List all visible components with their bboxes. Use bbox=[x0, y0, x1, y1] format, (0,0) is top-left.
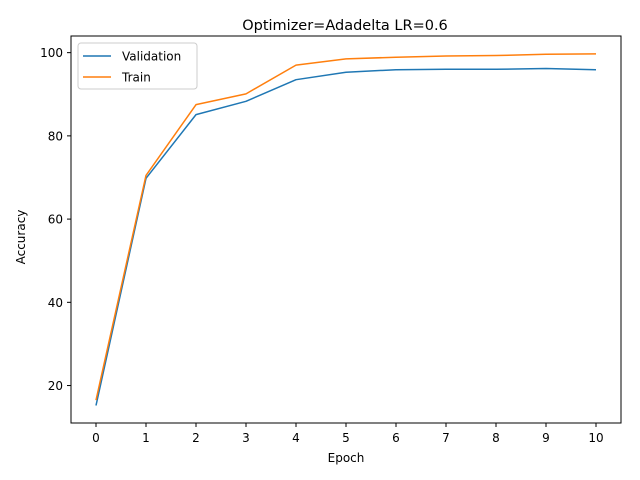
y-tick-label: 80 bbox=[48, 129, 63, 143]
x-tick-label: 2 bbox=[192, 431, 200, 445]
plot-area: 0 1 2 3 4 5 6 7 8 9 10 20 40 60 80 100 bbox=[40, 35, 622, 445]
y-tick-label: 40 bbox=[48, 296, 63, 310]
y-axis-label: Accuracy bbox=[14, 210, 28, 265]
x-tick-label: 6 bbox=[392, 431, 400, 445]
x-tick-label: 5 bbox=[342, 431, 350, 445]
legend-label-train: Train bbox=[121, 71, 151, 85]
x-tick-label: 9 bbox=[542, 431, 550, 445]
y-tick-label: 20 bbox=[48, 379, 63, 393]
legend-label-validation: Validation bbox=[122, 50, 181, 64]
x-tick-label: 0 bbox=[92, 431, 100, 445]
x-tick-label: 1 bbox=[142, 431, 150, 445]
y-tick-label: 100 bbox=[40, 46, 63, 60]
chart-title: Optimizer=Adadelta LR=0.6 bbox=[242, 18, 448, 34]
x-axis-label: Epoch bbox=[328, 451, 365, 465]
x-tick-label: 7 bbox=[442, 431, 450, 445]
x-tick-label: 4 bbox=[292, 431, 300, 445]
x-tick-label: 8 bbox=[492, 431, 500, 445]
legend: Validation Train bbox=[77, 42, 198, 90]
x-tick-label: 10 bbox=[588, 431, 603, 445]
y-tick-label: 60 bbox=[48, 213, 63, 227]
x-tick-label: 3 bbox=[242, 431, 250, 445]
